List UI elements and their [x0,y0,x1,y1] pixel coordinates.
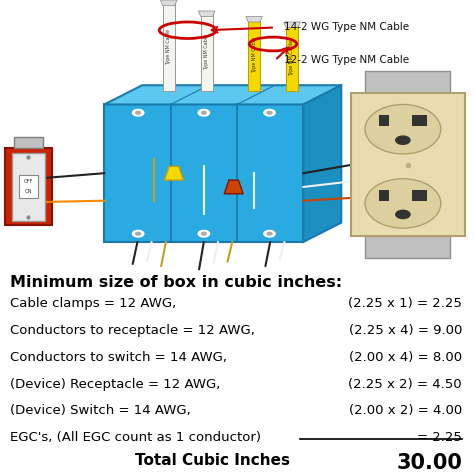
Polygon shape [14,137,43,148]
Circle shape [267,232,272,235]
Polygon shape [379,116,389,127]
Circle shape [198,109,210,116]
Polygon shape [351,93,465,237]
Polygon shape [224,180,243,194]
Polygon shape [246,17,263,22]
Polygon shape [379,190,389,201]
Text: Type NM Cable: Type NM Cable [290,40,294,76]
Polygon shape [104,85,341,104]
Circle shape [396,210,410,219]
Text: Total Cubic Inches: Total Cubic Inches [135,453,290,468]
Text: (2.25 x 1) = 2.25: (2.25 x 1) = 2.25 [348,297,462,310]
Polygon shape [365,237,450,258]
Text: OFF: OFF [24,179,33,184]
Text: Cable clamps = 12 AWG,: Cable clamps = 12 AWG, [10,297,176,310]
Circle shape [136,111,140,114]
Polygon shape [283,22,301,27]
Text: (2.00 x 4) = 8.00: (2.00 x 4) = 8.00 [349,351,462,364]
Polygon shape [19,175,38,199]
Polygon shape [201,14,212,91]
Circle shape [267,111,272,114]
Text: 30.00: 30.00 [396,453,462,473]
Text: Conductors to receptacle = 12 AWG,: Conductors to receptacle = 12 AWG, [10,324,255,337]
Polygon shape [303,85,341,242]
Circle shape [264,230,275,237]
Polygon shape [12,153,45,221]
Text: (2.25 x 2) = 4.50: (2.25 x 2) = 4.50 [348,378,462,391]
Circle shape [132,230,144,237]
Polygon shape [5,148,52,226]
Circle shape [264,109,275,116]
Polygon shape [365,72,450,93]
Text: 14-2 WG Type NM Cable: 14-2 WG Type NM Cable [284,22,410,33]
Text: (Device) Switch = 14 AWG,: (Device) Switch = 14 AWG, [10,404,191,418]
Circle shape [201,111,206,114]
Text: Minimum size of box in cubic inches:: Minimum size of box in cubic inches: [10,275,342,291]
Text: Type NM Cable: Type NM Cable [166,28,171,65]
Polygon shape [104,104,303,242]
Polygon shape [286,25,298,91]
Polygon shape [163,3,174,91]
Circle shape [201,232,206,235]
Polygon shape [248,19,260,91]
Text: EGC's, (All EGC count as 1 conductor): EGC's, (All EGC count as 1 conductor) [10,431,261,444]
Ellipse shape [365,179,441,228]
Polygon shape [412,190,427,201]
Text: ON: ON [25,189,32,194]
Circle shape [396,136,410,145]
Text: Type NM Cable: Type NM Cable [252,37,256,73]
Text: Type NM Cable: Type NM Cable [204,34,209,70]
Polygon shape [160,0,177,6]
Circle shape [198,230,210,237]
Text: = 2.25: = 2.25 [417,431,462,444]
Ellipse shape [365,104,441,154]
Text: (Device) Receptacle = 12 AWG,: (Device) Receptacle = 12 AWG, [10,378,220,391]
Circle shape [136,232,140,235]
Polygon shape [412,116,427,127]
Polygon shape [164,166,183,180]
Text: (2.25 x 4) = 9.00: (2.25 x 4) = 9.00 [348,324,462,337]
Text: (2.00 x 2) = 4.00: (2.00 x 2) = 4.00 [349,404,462,418]
Circle shape [132,109,144,116]
Text: 12-2 WG Type NM Cable: 12-2 WG Type NM Cable [284,55,410,65]
Text: Conductors to switch = 14 AWG,: Conductors to switch = 14 AWG, [10,351,227,364]
Polygon shape [199,11,215,17]
